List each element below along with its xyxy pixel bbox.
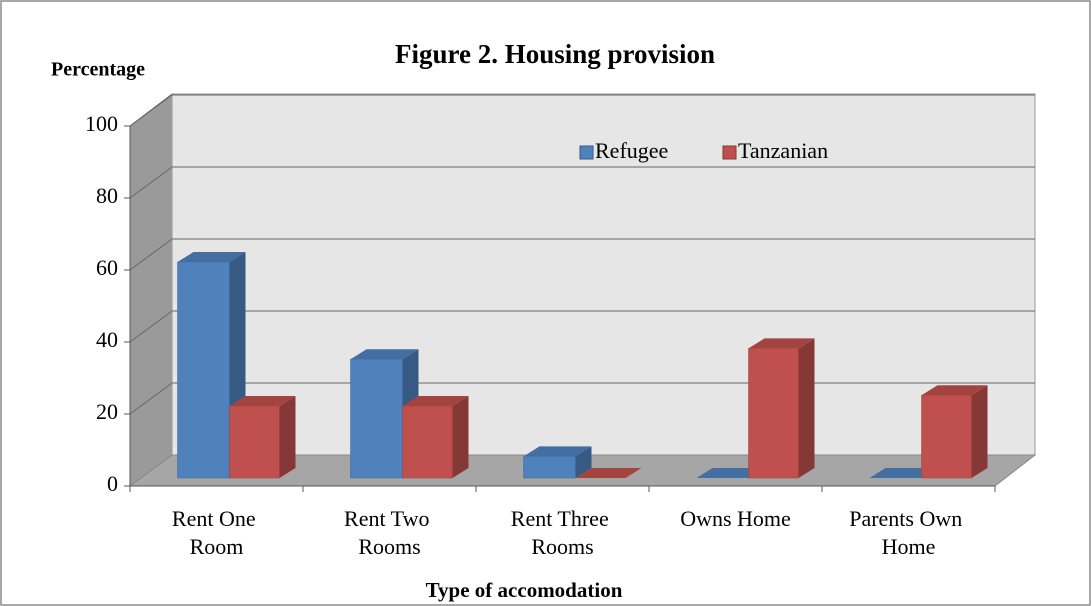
bar-side [798, 338, 815, 478]
bar [402, 396, 469, 479]
x-tick-label: Owns Home [680, 506, 791, 531]
bar-top [229, 396, 296, 406]
grid-line [129, 94, 173, 127]
bar-front [350, 358, 403, 479]
y-tick-label: 100 [85, 111, 118, 136]
bar [869, 468, 938, 478]
x-tick-label: Parents Own Home [849, 506, 968, 559]
x-tick-label: Rent Three Rooms [511, 506, 614, 559]
bar-top [177, 252, 246, 262]
bar-side [971, 385, 988, 478]
bar [921, 385, 988, 479]
bar-top [869, 468, 938, 478]
side-wall [129, 92, 173, 487]
y-tick-label: 60 [96, 255, 118, 280]
x-tick-label: Rent Two Rooms [344, 506, 435, 559]
bar-front [229, 405, 280, 479]
bar [523, 446, 592, 479]
bar-front [177, 261, 230, 479]
bar-top [696, 468, 765, 478]
grid-line [129, 382, 173, 415]
legend-swatch [579, 145, 594, 160]
legend-swatch [722, 145, 737, 160]
y-tick-label: 20 [96, 399, 118, 424]
grid-line [129, 166, 173, 199]
bar [748, 338, 815, 479]
bar-front [921, 394, 972, 479]
bar-front [402, 405, 453, 479]
bar-top [921, 385, 988, 396]
x-tick-label: Rent One Room [172, 506, 261, 559]
bar [575, 468, 642, 478]
bar-top [523, 446, 592, 457]
bar [229, 396, 296, 479]
x-axis-label: Type of accomodation [426, 578, 623, 602]
y-tick-label: 40 [96, 327, 118, 352]
y-tick-label: 80 [96, 183, 118, 208]
y-tick-label: 0 [107, 471, 118, 496]
bar-side [575, 446, 592, 478]
grid-line [129, 238, 173, 271]
legend-label: Refugee [595, 138, 668, 163]
bar-top [575, 468, 642, 478]
y-axis-label: Percentage [51, 59, 145, 81]
bar-top [402, 396, 469, 406]
bar-side [452, 396, 469, 478]
bar-top [748, 338, 815, 349]
bar-side [279, 396, 296, 478]
legend-label: Tanzanian [738, 138, 828, 163]
grid-line [129, 310, 173, 343]
bar-front [523, 456, 576, 479]
bar-front [748, 348, 799, 479]
bar-top [350, 349, 419, 360]
bar [696, 468, 765, 478]
chart-title: Figure 2. Housing provision [395, 39, 715, 69]
back-wall [171, 93, 1036, 456]
